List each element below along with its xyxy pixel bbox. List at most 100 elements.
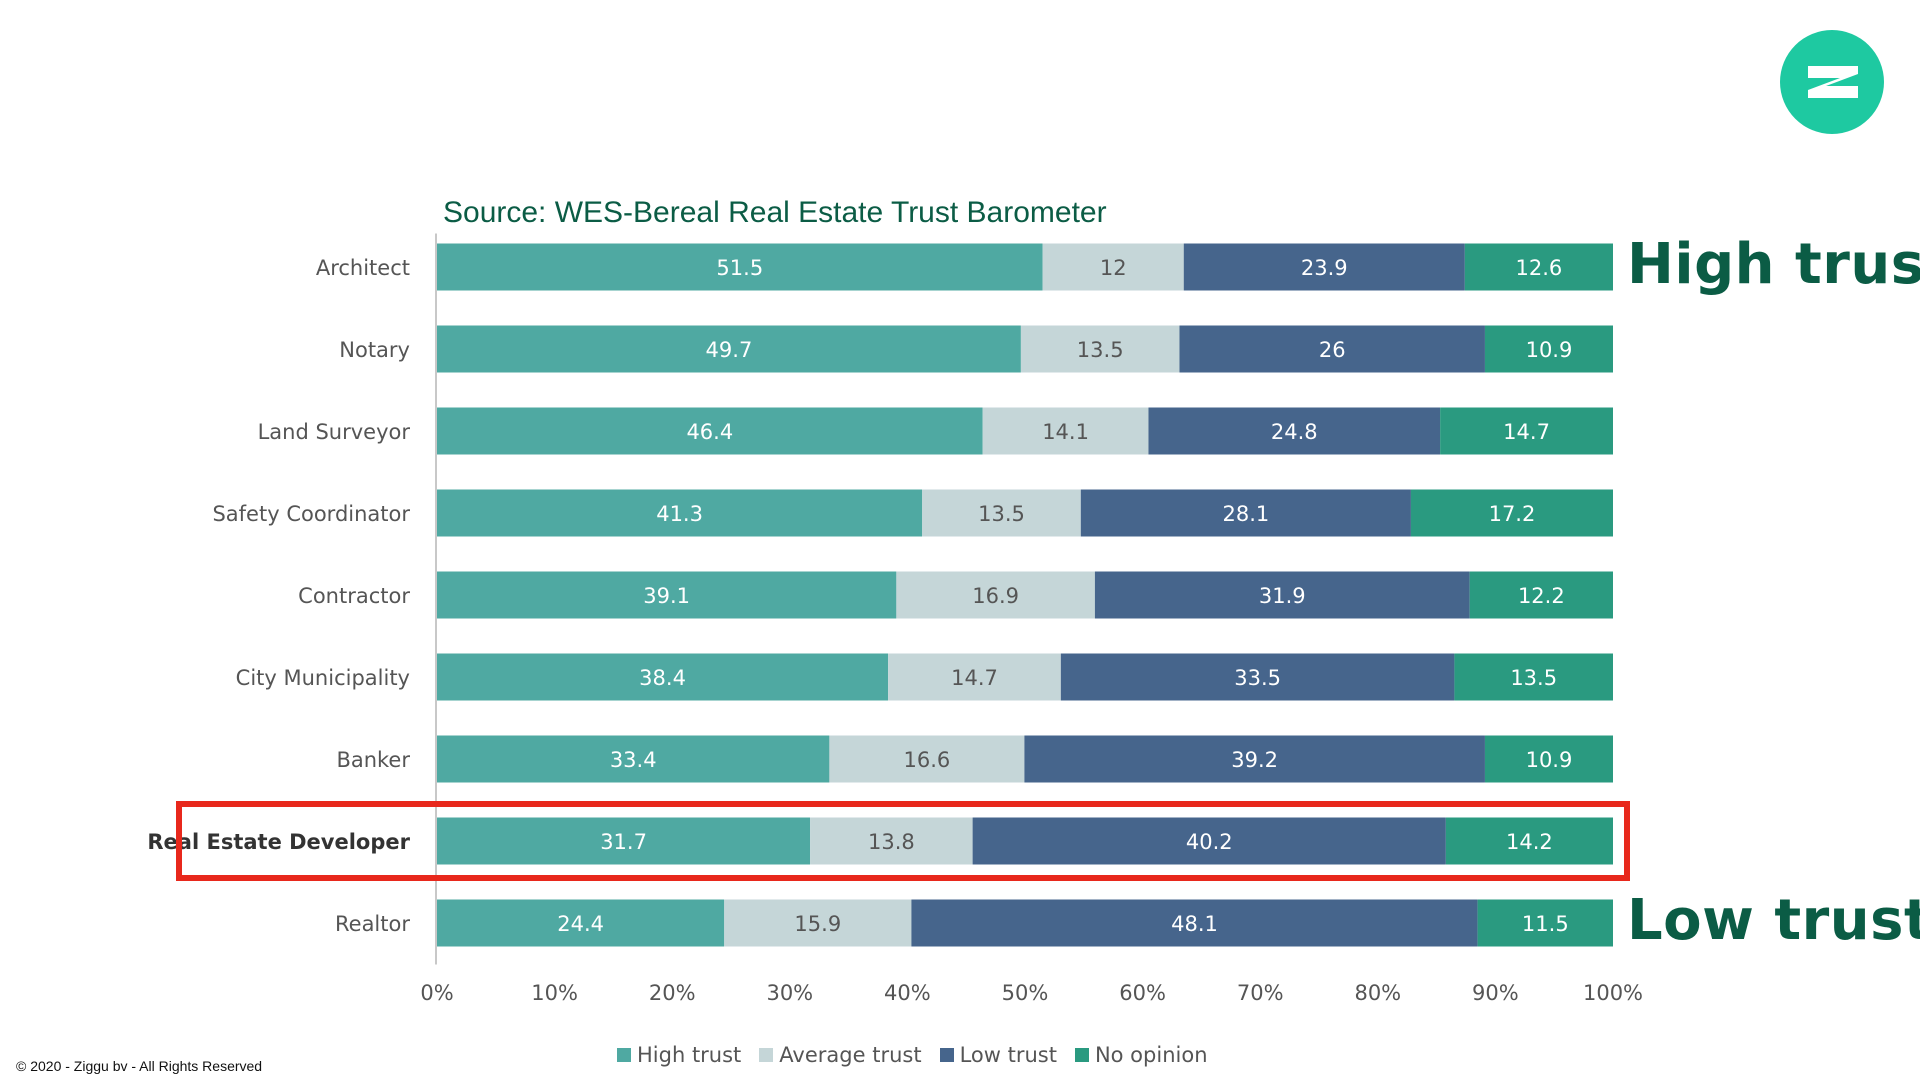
chart-legend: High trust Average trust Low trust No opini… bbox=[617, 1040, 1226, 1070]
data-label: 10.9 bbox=[1526, 748, 1573, 772]
category-label: Land Surveyor bbox=[258, 420, 411, 444]
data-label: 38.4 bbox=[639, 666, 686, 690]
bar-land-surveyor-high-trust bbox=[437, 407, 983, 455]
category-label: Realtor bbox=[335, 912, 410, 936]
data-label: 33.4 bbox=[610, 748, 657, 772]
data-label: 17.2 bbox=[1489, 502, 1536, 526]
bar-safety-coordinator-low-trust bbox=[1080, 489, 1411, 537]
bar-banker-average-trust bbox=[829, 735, 1025, 783]
bar-banker-no-opinion bbox=[1484, 735, 1613, 783]
bar-city-municipality-average-trust bbox=[888, 653, 1061, 701]
data-label: 39.1 bbox=[643, 584, 690, 608]
bar-real-estate-developer-average-trust bbox=[810, 817, 973, 865]
data-label: 41.3 bbox=[656, 502, 703, 526]
stacked-bar-chart: 51.5 12 23.9 12.6 49.7 13.5 26 10.9 46.4 14.1 24.8… bbox=[147, 233, 1643, 1005]
bar-realtor-average-trust bbox=[724, 899, 912, 947]
bar-safety-coordinator-high-trust bbox=[437, 489, 923, 537]
bar-real-estate-developer-low-trust bbox=[972, 817, 1446, 865]
bar-land-surveyor-no-opinion bbox=[1440, 407, 1613, 455]
bar-city-municipality-high-trust bbox=[437, 653, 889, 701]
bar-real-estate-developer-high-trust bbox=[437, 817, 811, 865]
data-label: 24.8 bbox=[1271, 420, 1318, 444]
data-label: 14.1 bbox=[1042, 420, 1089, 444]
copyright-notice: © 2020 - Ziggu bv - All Rights Reserved bbox=[16, 1058, 263, 1074]
x-tick-label: 40% bbox=[884, 981, 931, 1005]
bar-notary-average-trust bbox=[1020, 325, 1180, 373]
data-label: 10.9 bbox=[1526, 338, 1573, 362]
category-label: Contractor bbox=[298, 584, 410, 608]
data-label: 12.2 bbox=[1518, 584, 1565, 608]
x-tick-label: 90% bbox=[1472, 981, 1519, 1005]
data-label: 12.6 bbox=[1516, 256, 1563, 280]
data-label: 40.2 bbox=[1186, 830, 1233, 854]
bar-notary-high-trust bbox=[437, 325, 1021, 373]
bar-safety-coordinator-average-trust bbox=[922, 489, 1081, 537]
bar-architect-no-opinion bbox=[1464, 243, 1613, 291]
x-tick-label: 30% bbox=[766, 981, 813, 1005]
legend-label: No opinion bbox=[1094, 1043, 1208, 1067]
bar-land-surveyor-average-trust bbox=[982, 407, 1149, 455]
data-label: 13.5 bbox=[1510, 666, 1557, 690]
data-label: 48.1 bbox=[1171, 912, 1218, 936]
highlight-box bbox=[176, 801, 1630, 881]
bar-banker-high-trust bbox=[437, 735, 830, 783]
bar-architect-high-trust bbox=[437, 243, 1043, 291]
category-label: City Municipality bbox=[236, 666, 410, 690]
bar-contractor-average-trust bbox=[896, 571, 1095, 619]
bar-realtor-low-trust bbox=[911, 899, 1478, 947]
data-label: 14.7 bbox=[1503, 420, 1550, 444]
bar-realtor-high-trust bbox=[437, 899, 725, 947]
data-label: 16.6 bbox=[904, 748, 951, 772]
x-tick-label: 80% bbox=[1354, 981, 1401, 1005]
legend-label: High trust bbox=[637, 1043, 742, 1067]
legend-swatch bbox=[759, 1048, 774, 1062]
data-label: 46.4 bbox=[686, 420, 733, 444]
category-label: Safety Coordinator bbox=[212, 502, 410, 526]
legend-swatch bbox=[1074, 1048, 1089, 1062]
bar-land-surveyor-low-trust bbox=[1148, 407, 1441, 455]
x-tick-label: 20% bbox=[649, 981, 696, 1005]
data-label: 11.5 bbox=[1522, 912, 1569, 936]
category-label: Real Estate Developer bbox=[147, 830, 410, 854]
x-tick-label: 100% bbox=[1583, 981, 1643, 1005]
legend-item-low-trust: Low trust bbox=[939, 1043, 1057, 1067]
data-label: 23.9 bbox=[1301, 256, 1348, 280]
bar-architect-average-trust bbox=[1042, 243, 1184, 291]
x-tick-label: 60% bbox=[1119, 981, 1166, 1005]
legend-item-no-opinion: No opinion bbox=[1074, 1043, 1208, 1067]
data-label: 15.9 bbox=[794, 912, 841, 936]
legend-label: Low trust bbox=[959, 1043, 1057, 1067]
bar-notary-no-opinion bbox=[1484, 325, 1613, 373]
bar-banker-low-trust bbox=[1024, 735, 1485, 783]
category-label: Banker bbox=[336, 748, 410, 772]
chart-source-title: Source: WES-Bereal Real Estate Trust Bar… bbox=[443, 196, 1107, 229]
high-trust-annotation: High trust bbox=[1627, 232, 1920, 297]
bar-notary-low-trust bbox=[1179, 325, 1485, 373]
legend-label: Average trust bbox=[779, 1043, 922, 1067]
legend-swatch bbox=[617, 1048, 631, 1062]
x-tick-label: 0% bbox=[420, 981, 453, 1005]
category-label: Architect bbox=[316, 256, 410, 280]
bar-contractor-low-trust bbox=[1094, 571, 1470, 619]
x-tick-label: 10% bbox=[531, 981, 578, 1005]
data-label: 16.9 bbox=[972, 584, 1019, 608]
low-trust-annotation: Low trust bbox=[1627, 888, 1920, 953]
bar-contractor-high-trust bbox=[437, 571, 897, 619]
bar-real-estate-developer-no-opinion bbox=[1445, 817, 1613, 865]
legend-item-average-trust: Average trust bbox=[759, 1043, 922, 1067]
bar-contractor-no-opinion bbox=[1469, 571, 1613, 619]
data-label: 14.2 bbox=[1506, 830, 1553, 854]
data-label: 31.7 bbox=[600, 830, 647, 854]
data-label: 51.5 bbox=[716, 256, 763, 280]
data-label: 49.7 bbox=[706, 338, 753, 362]
data-label: 24.4 bbox=[557, 912, 604, 936]
data-label: 13.5 bbox=[1077, 338, 1124, 362]
bar-city-municipality-low-trust bbox=[1060, 653, 1455, 701]
x-tick-label: 50% bbox=[1002, 981, 1049, 1005]
legend-item-high-trust: High trust bbox=[617, 1043, 741, 1067]
data-label: 13.8 bbox=[868, 830, 915, 854]
data-label: 28.1 bbox=[1222, 502, 1269, 526]
data-label: 31.9 bbox=[1259, 584, 1306, 608]
data-label: 39.2 bbox=[1231, 748, 1278, 772]
category-label: Notary bbox=[339, 338, 410, 362]
